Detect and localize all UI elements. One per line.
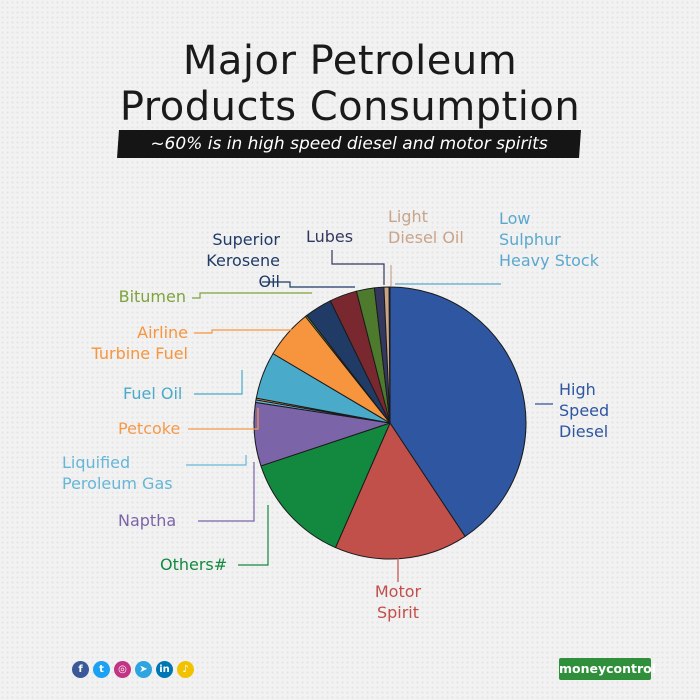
- leader-line: [194, 329, 300, 334]
- pie-slice: [334, 421, 466, 560]
- linkedin-icon[interactable]: in: [156, 661, 173, 678]
- slice-label: Petcoke: [118, 419, 180, 438]
- slice-label-line: Fuel Oil: [123, 384, 182, 403]
- slice-label-line: Others#: [160, 555, 227, 574]
- slice-label-line: Bitumen: [119, 287, 186, 306]
- slice-label-line: Light: [388, 207, 428, 226]
- facebook-icon[interactable]: f: [72, 661, 89, 678]
- slice-label-line: Peroleum Gas: [62, 474, 173, 493]
- slice-label-line: High: [559, 380, 596, 399]
- social-icons: f t ◎ ➤ in ♪: [72, 661, 194, 678]
- chart-title-line1: Major Petroleum: [182, 38, 518, 84]
- chart-subtitle: ~60% is in high speed diesel and motor s…: [150, 134, 548, 154]
- leader-line: [188, 408, 259, 430]
- instagram-icon[interactable]: ◎: [114, 661, 131, 678]
- slice-label-line: Low: [499, 209, 531, 228]
- leader-line: [238, 505, 269, 566]
- slice-label: Motor Spirit: [375, 582, 422, 622]
- leader-line: [198, 462, 255, 522]
- slice-label-line: Kerosene: [206, 251, 280, 270]
- slice-label-line: Motor: [375, 582, 422, 601]
- slice-label: Fuel Oil: [123, 384, 182, 403]
- slice-label-line: Oil: [259, 272, 280, 291]
- slice-label-line: Diesel: [559, 422, 608, 441]
- pie-slice: [388, 286, 391, 424]
- pie-slice: [260, 422, 391, 549]
- slice-label-line: Heavy Stock: [499, 251, 600, 270]
- slice-label: Liquified Peroleum Gas: [62, 453, 173, 493]
- leader-line: [331, 250, 385, 285]
- twitter-icon[interactable]: t: [93, 661, 110, 678]
- slice-label: High Speed Diesel: [559, 380, 609, 441]
- slice-label-line: Superior: [212, 230, 280, 249]
- slice-label: Light Diesel Oil: [388, 207, 464, 247]
- slice-label-line: Turbine Fuel: [91, 344, 189, 363]
- leader-line: [192, 292, 312, 299]
- slice-label: Airline Turbine Fuel: [91, 323, 189, 363]
- slice-label: Others#: [160, 555, 227, 574]
- slice-label: Lubes: [306, 227, 353, 246]
- brand-text: moneycontrol: [559, 661, 657, 676]
- koo-icon[interactable]: ♪: [177, 661, 194, 678]
- slice-label: Low Sulphur Heavy Stock: [499, 209, 600, 270]
- slice-label-line: Speed: [559, 401, 609, 420]
- slice-label-line: Spirit: [377, 603, 419, 622]
- slice-label-line: Diesel Oil: [388, 228, 464, 247]
- slice-label-line: Liquified: [62, 453, 130, 472]
- slice-label-line: Airline: [137, 323, 188, 342]
- leader-line: [186, 455, 247, 466]
- brand-logo[interactable]: moneycontrol: [559, 658, 657, 680]
- slice-label-line: Naptha: [118, 511, 176, 530]
- slice-label-line: Lubes: [306, 227, 353, 246]
- slice-label: Bitumen: [119, 287, 186, 306]
- telegram-icon[interactable]: ➤: [135, 661, 152, 678]
- slice-label: Superior Kerosene Oil: [206, 230, 280, 291]
- leader-line: [194, 370, 243, 395]
- slice-label: Naptha: [118, 511, 176, 530]
- chart-title-line2: Products Consumption: [119, 84, 581, 130]
- slice-label-line: Sulphur: [499, 230, 561, 249]
- slice-label-line: Petcoke: [118, 419, 180, 438]
- leader-line: [262, 281, 355, 288]
